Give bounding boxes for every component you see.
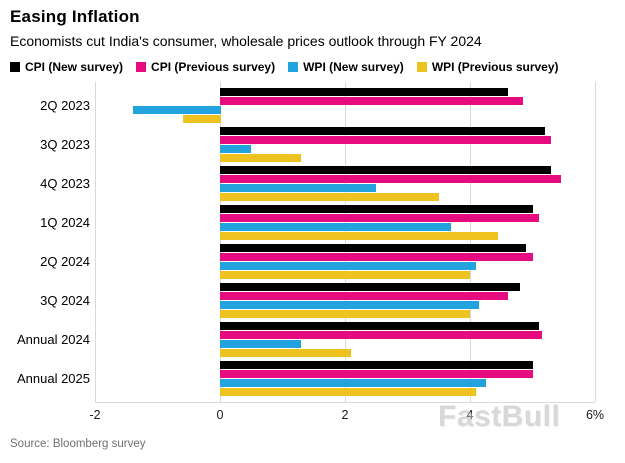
x-axis-line <box>95 402 595 403</box>
legend-label: WPI (Previous survey) <box>431 60 559 74</box>
legend-swatch-icon <box>10 62 20 72</box>
legend-label: CPI (New survey) <box>25 60 124 74</box>
x-tick-label: -2 <box>89 408 101 422</box>
bar <box>220 136 551 144</box>
legend-swatch-icon <box>288 62 299 72</box>
bar <box>220 322 539 330</box>
chart-title: Easing Inflation <box>10 7 140 26</box>
bar <box>220 340 301 348</box>
gridline <box>95 82 96 402</box>
bar <box>220 205 533 213</box>
legend-label: WPI (New survey) <box>303 60 404 74</box>
category-label: 3Q 2023 <box>40 136 90 152</box>
bar <box>220 253 533 261</box>
x-tick-label: 4 <box>466 408 474 422</box>
watermark: FastBull <box>438 400 561 433</box>
category-label: Annual 2025 <box>16 370 90 386</box>
bar <box>220 361 533 369</box>
bar <box>220 223 451 231</box>
chart-subtitle: Economists cut India's consumer, wholesa… <box>10 33 482 49</box>
bar <box>220 97 523 105</box>
gridline <box>345 82 346 402</box>
bar <box>220 331 542 339</box>
bar <box>220 154 301 162</box>
legend-label: CPI (Previous survey) <box>151 60 276 74</box>
bar <box>220 232 498 240</box>
category-label: Annual 2024 <box>16 331 90 347</box>
bar <box>220 193 439 201</box>
legend-item-1: CPI (Previous survey) <box>136 60 275 74</box>
gridline <box>595 82 596 402</box>
bar <box>220 283 520 291</box>
bar <box>183 115 221 123</box>
x-tick-label: 6% <box>585 408 605 422</box>
bar <box>220 175 561 183</box>
x-tick-label: 0 <box>216 408 224 422</box>
legend-item-3: WPI (Previous survey) <box>416 60 559 74</box>
gridline <box>220 82 221 402</box>
legend-swatch-icon <box>136 62 147 72</box>
bar <box>220 388 476 396</box>
bar <box>220 88 508 96</box>
bar <box>220 349 351 357</box>
plot-area: 2Q 2023 3Q 2023 4Q 2023 1Q 2024 2Q 2024 3Q 20… <box>0 82 625 422</box>
category-label: 4Q 2023 <box>40 175 90 191</box>
bar <box>220 262 476 270</box>
category-label: 3Q 2024 <box>40 292 90 308</box>
bar <box>220 370 533 378</box>
bar <box>220 214 539 222</box>
legend-item-0: CPI (New survey) <box>10 60 123 74</box>
category-label: 1Q 2024 <box>40 214 90 230</box>
category-label: 2Q 2024 <box>40 253 90 269</box>
source-note: Source: Bloomberg survey <box>10 438 146 450</box>
x-tick-label: 2 <box>341 408 349 422</box>
bar <box>220 379 486 387</box>
bar <box>220 310 470 318</box>
legend: CPI (New survey) CPI (Previous survey) WPI… <box>10 60 559 74</box>
bar <box>220 145 251 153</box>
bar <box>220 301 479 309</box>
bar <box>133 106 221 114</box>
bar <box>220 184 376 192</box>
bar <box>220 292 508 300</box>
legend-item-2: WPI (New survey) <box>288 60 404 74</box>
bar <box>220 244 526 252</box>
legend-swatch-icon <box>416 62 427 72</box>
gridline <box>470 82 471 402</box>
bar <box>220 127 545 135</box>
bar <box>220 271 470 279</box>
category-label: 2Q 2023 <box>40 97 90 113</box>
bar <box>220 166 551 174</box>
